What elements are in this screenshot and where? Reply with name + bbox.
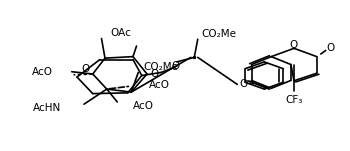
Text: CO₂Me: CO₂Me bbox=[201, 29, 236, 39]
Text: O: O bbox=[82, 64, 90, 74]
Text: AcO: AcO bbox=[133, 101, 154, 111]
Text: O: O bbox=[171, 61, 179, 71]
Text: CO₂Me: CO₂Me bbox=[144, 62, 178, 72]
Text: OAc: OAc bbox=[110, 28, 131, 38]
Text: CF₃: CF₃ bbox=[285, 95, 303, 105]
Text: AcO: AcO bbox=[149, 80, 170, 90]
Text: O: O bbox=[150, 69, 159, 79]
Text: O: O bbox=[290, 40, 298, 50]
Text: AcHN: AcHN bbox=[33, 103, 61, 113]
Text: O: O bbox=[327, 43, 335, 53]
Text: O: O bbox=[239, 79, 248, 89]
Text: AcO: AcO bbox=[32, 67, 52, 77]
